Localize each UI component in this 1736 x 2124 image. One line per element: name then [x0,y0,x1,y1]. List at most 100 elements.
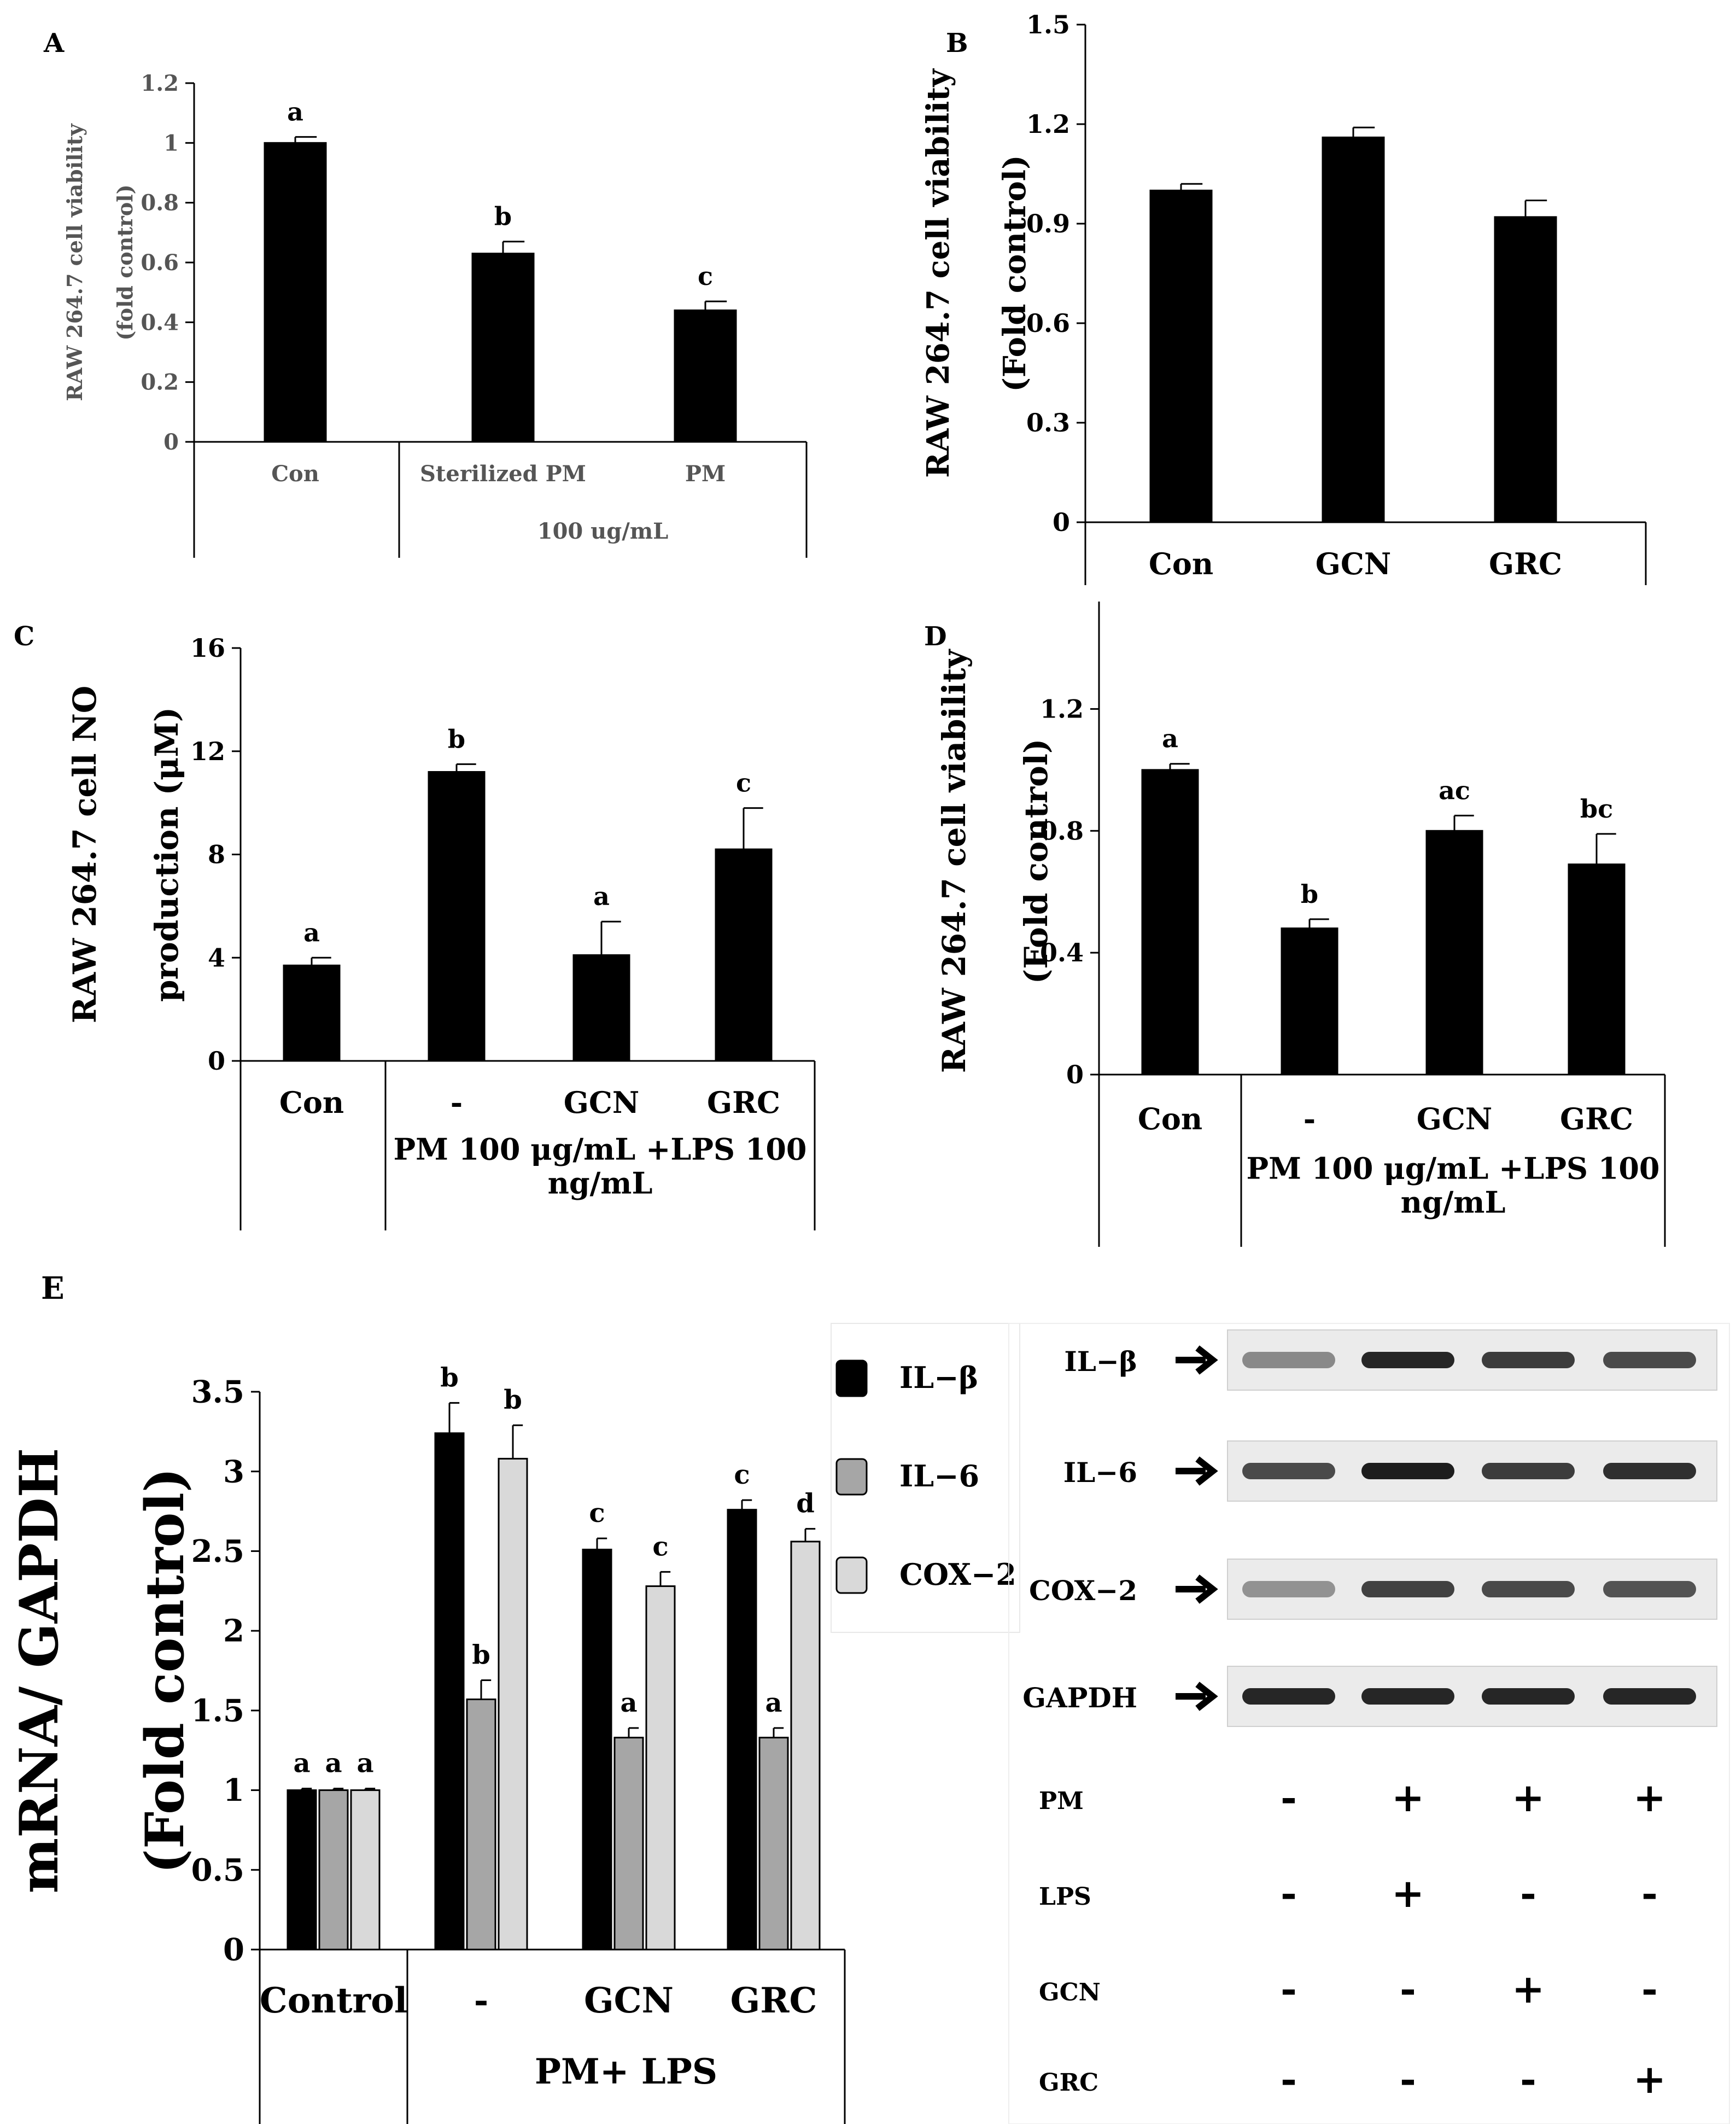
blot-band [1482,1688,1575,1705]
significance-letter: c [698,261,713,291]
minus-sign: - [1641,1965,1658,2012]
y-tick-label: 1.2 [1040,695,1084,724]
y-axis-label: RAW 264.7 cell viability [62,123,87,401]
blot-band [1603,1688,1696,1705]
panel-B: B 0 0.3 0.6 0.9 1.2 1.5 RAW 264.7 cell viabilit… [920,10,1647,585]
significance-letter: a [303,918,320,947]
legend-swatch [835,1556,868,1594]
y-tick-label: 0.6 [141,250,179,276]
bar [1568,863,1626,1076]
y-tick-label: 3.5 [191,1374,244,1410]
panel-D: D 0 0.4 0.8 1.2 RAW 264.7 cell viability (Fold… [924,602,1666,1247]
category-label: - [451,1085,463,1120]
gene-label: GAPDH [1022,1682,1137,1714]
blot-band [1603,1352,1696,1368]
y-tick-label: 0.5 [191,1852,244,1888]
blot-band [1482,1581,1575,1597]
category-label: GCN [584,1980,674,2021]
bar [1149,189,1213,523]
y-tick-label: 0 [163,429,179,455]
arrow-icon [1176,1345,1218,1375]
plus-sign: + [1512,1774,1545,1820]
panel-label: B [946,28,968,59]
blot-band [1361,1581,1454,1597]
blot-frame [1008,1323,1730,2124]
blot-band [1361,1463,1454,1479]
y-tick-label: 1.2 [1026,109,1070,139]
y-tick-label: 0.3 [1026,408,1070,437]
y-axis-label: production (μM) [148,707,185,1002]
y-tick-label: 16 [190,633,225,663]
y-axis-label: mRNA/ GAPDH [8,1448,70,1894]
minus-sign: - [1641,1870,1658,1916]
bar [674,309,737,443]
blot-band [1603,1581,1696,1597]
legend-label: COX−2 [899,1557,1016,1592]
category-label: GRC [707,1085,780,1120]
bar [434,1432,465,1951]
treatment-label: GRC [1039,2069,1098,2097]
y-axis-label: RAW 264.7 cell viability [936,649,973,1073]
bar [471,253,535,443]
western-blot: IL−β IL−6 COX−2 GAPDH PM - + + + LPS - + - - GCN - - + - GR… [1008,1323,1730,2124]
y-tick-label: 0 [1066,1060,1084,1089]
y-axis-label: (Fold control) [997,155,1033,392]
group-label: 100 ug/mL [537,518,669,544]
significance-letter: b [494,202,512,231]
blot-band [1482,1463,1575,1479]
y-tick-label: 1 [163,130,179,156]
significance-letter: a [356,1748,373,1779]
legend-swatch [835,1458,868,1496]
significance-letter: b [1301,879,1318,909]
significance-letter: d [796,1489,815,1519]
category-label: Con [1138,1101,1202,1136]
bar [715,848,773,1062]
category-label: GCN [1417,1101,1492,1136]
significance-letter: c [736,768,751,798]
minus-sign: - [1281,1965,1297,2012]
group-label: PM+ LPS [535,2051,717,2092]
y-axis-label: (Fold control) [134,1468,196,1874]
bar [572,954,630,1062]
category-label: GRC [1489,546,1562,581]
y-axis-label: RAW 264.7 cell NO [66,686,103,1023]
minus-sign: - [1400,1965,1416,2012]
category-label: GCN [1316,546,1391,581]
blot-band [1242,1581,1335,1597]
y-tick-label: 0.6 [1026,308,1070,338]
minus-sign: - [1400,2056,1416,2102]
treatment-label: PM [1039,1787,1084,1815]
bar [466,1698,496,1951]
minus-sign: - [1281,2056,1297,2102]
bar [350,1789,381,1951]
y-axis-label: RAW 264.7 cell viability [920,68,956,478]
significance-letter: a [325,1748,342,1779]
bar [264,142,327,443]
significance-letter: c [589,1498,605,1528]
significance-letter: b [472,1639,490,1670]
y-tick-label: 2 [223,1613,244,1649]
arrow-icon [1176,1682,1218,1711]
panel-label: A [43,28,65,59]
category-label: Con [271,461,319,487]
category-label: PM [685,461,726,487]
significance-letter: c [734,1460,750,1490]
panel-label: C [14,621,34,652]
bar [1141,769,1199,1076]
y-axis-label: (fold control) [113,184,137,340]
minus-sign: - [1520,2056,1536,2102]
y-tick-label: 1.2 [141,71,179,96]
significance-letter: a [620,1688,637,1718]
legend-frame [831,1323,1020,1633]
bar [790,1541,821,1951]
treatment-label: GCN [1039,1979,1101,2006]
minus-sign: - [1520,1870,1536,1916]
bar [1322,136,1385,523]
blot-band [1603,1463,1696,1479]
group-label: PM 100 μg/mL +LPS 100 [1247,1151,1660,1186]
category-label: GCN [564,1085,639,1120]
group-label: ng/mL [1401,1184,1506,1219]
bar [758,1736,789,1951]
bar [645,1585,676,1951]
y-tick-label: 0.4 [141,310,179,335]
